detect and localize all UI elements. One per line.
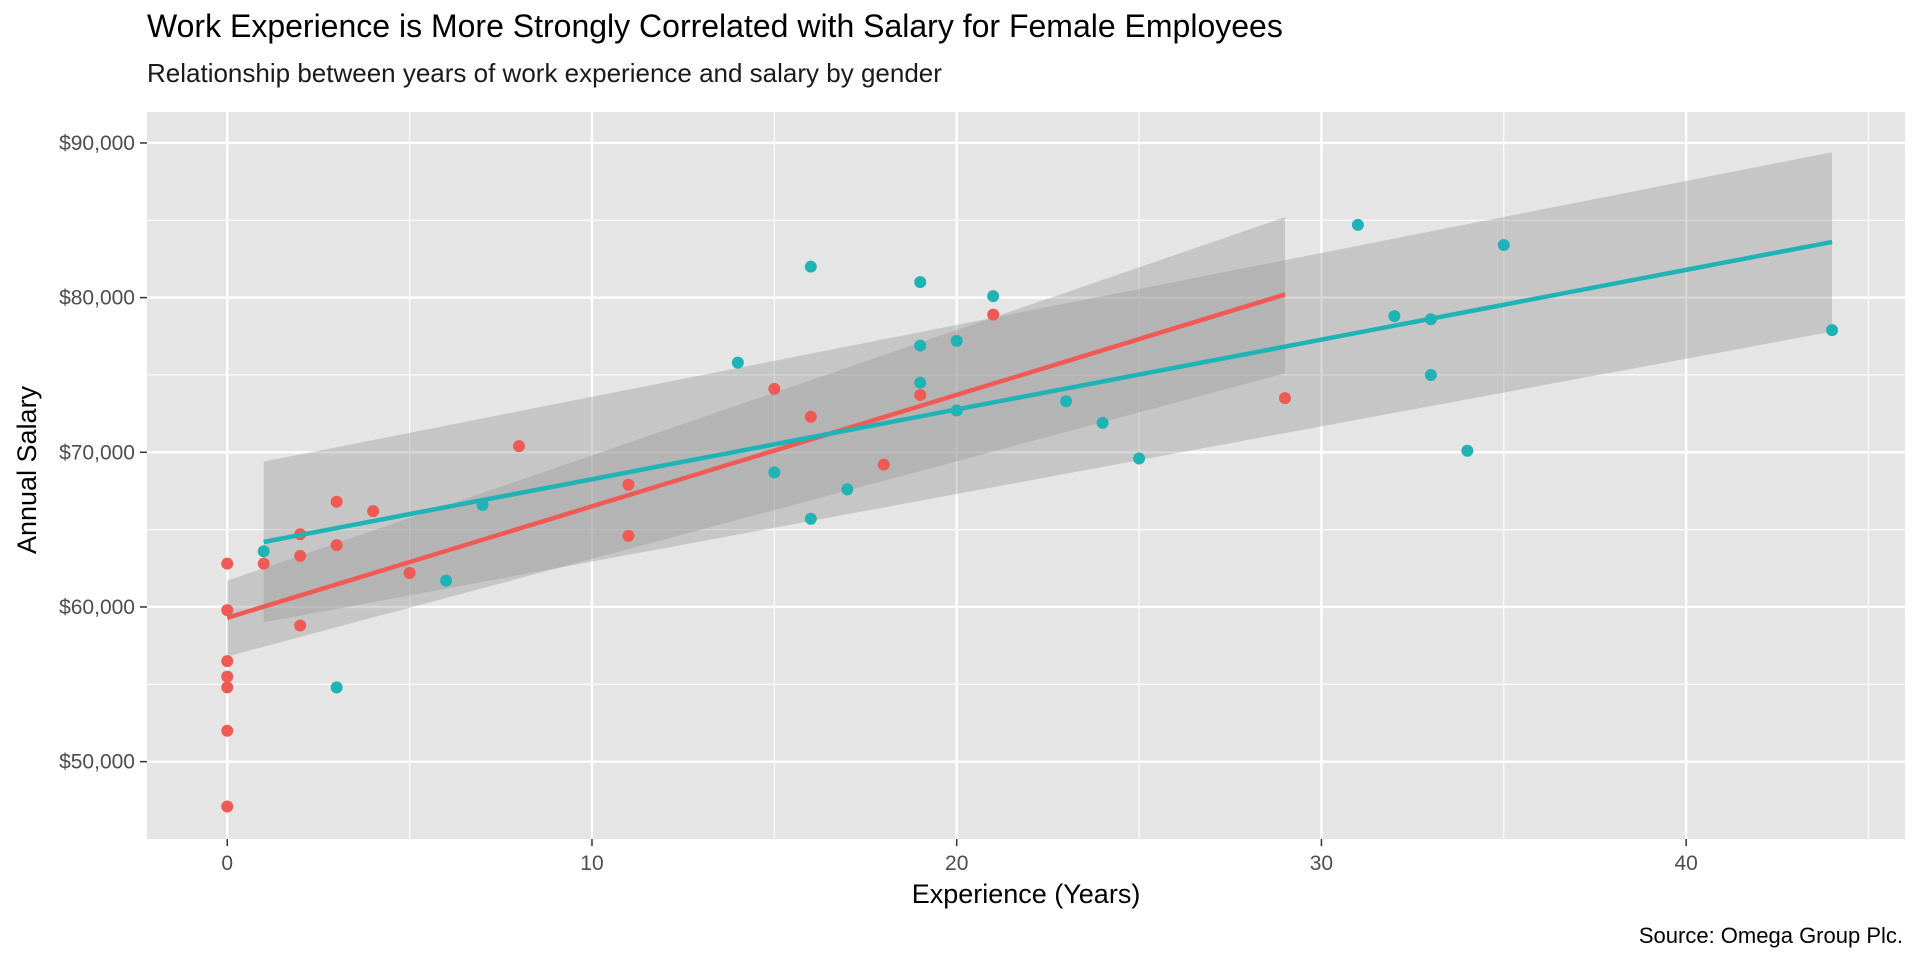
data-point-series-1 — [221, 681, 234, 694]
x-axis: 0 10 20 30 40 — [221, 839, 1698, 875]
data-point-series-1 — [877, 458, 890, 471]
data-point-series-1 — [367, 505, 380, 518]
data-point-series-1 — [987, 308, 1000, 321]
data-point-series-1 — [294, 549, 307, 562]
trend-line-series-1 — [226, 292, 1286, 620]
x-tick-label: 30 — [1310, 852, 1333, 875]
data-point-series-2 — [1351, 218, 1364, 231]
confidence-bands — [227, 152, 1833, 657]
y-axis: $50,000 $60,000 $70,000 $80,000 $90,000 — [59, 132, 147, 774]
data-point-series-2 — [330, 681, 343, 694]
x-tick-label: 20 — [945, 852, 968, 875]
data-point-series-1 — [221, 557, 234, 570]
data-point-series-2 — [804, 512, 817, 525]
confidence-band-2 — [263, 152, 1833, 623]
data-point-series-2 — [841, 483, 854, 496]
data-point-series-1 — [221, 724, 234, 737]
data-point-series-1 — [914, 389, 927, 402]
data-point-series-1 — [513, 440, 526, 453]
trend-line-series-2 — [263, 239, 1833, 545]
data-point-series-2 — [914, 339, 927, 352]
data-point-series-2 — [1388, 310, 1401, 323]
data-point-series-2 — [257, 545, 270, 558]
x-tick-label: 10 — [580, 852, 603, 875]
data-point-series-2 — [1096, 416, 1109, 429]
data-point-series-2 — [1060, 395, 1073, 408]
y-axis-label: Annual Salary — [12, 385, 42, 554]
plot-panel — [147, 112, 1905, 839]
data-point-series-2 — [731, 356, 744, 369]
data-point-series-2 — [1133, 452, 1146, 465]
data-point-series-2 — [440, 574, 453, 587]
data-point-series-2 — [914, 376, 927, 389]
data-point-series-1 — [330, 495, 343, 508]
data-point-series-1 — [221, 670, 234, 683]
y-tick-label: $80,000 — [59, 287, 135, 310]
x-tick-label: 0 — [221, 852, 233, 875]
trend-lines — [226, 239, 1833, 620]
data-point-series-1 — [330, 539, 343, 552]
chart-caption: Source: Omega Group Plc. — [1639, 923, 1903, 948]
data-point-series-1 — [257, 557, 270, 570]
data-point-series-1 — [221, 655, 234, 668]
data-point-series-2 — [987, 290, 1000, 303]
data-point-series-1 — [768, 382, 781, 395]
data-point-series-2 — [1826, 324, 1839, 337]
major-gridlines — [147, 112, 1905, 839]
data-point-series-2 — [1461, 444, 1474, 457]
y-tick-label: $90,000 — [59, 132, 135, 155]
data-points — [221, 218, 1839, 813]
y-tick-label: $70,000 — [59, 441, 135, 464]
chart-title: Work Experience is More Strongly Correla… — [147, 8, 1283, 44]
data-point-series-1 — [221, 604, 234, 617]
x-axis-label: Experience (Years) — [912, 879, 1141, 909]
data-point-series-1 — [804, 410, 817, 423]
confidence-band-1 — [227, 217, 1285, 657]
data-point-series-1 — [622, 478, 635, 491]
data-point-series-2 — [768, 466, 781, 479]
data-point-series-1 — [1278, 392, 1291, 405]
y-tick-label: $50,000 — [59, 751, 135, 774]
data-point-series-1 — [294, 619, 307, 632]
data-point-series-2 — [1497, 239, 1510, 252]
data-point-series-2 — [914, 276, 927, 289]
data-point-series-2 — [804, 260, 817, 273]
chart-subtitle: Relationship between years of work exper… — [147, 58, 942, 88]
data-point-series-1 — [403, 566, 416, 579]
data-point-series-2 — [950, 334, 963, 347]
x-tick-label: 40 — [1674, 852, 1697, 875]
data-point-series-1 — [622, 529, 635, 542]
data-point-series-2 — [1424, 368, 1437, 381]
data-point-series-1 — [221, 800, 234, 813]
y-tick-label: $60,000 — [59, 596, 135, 619]
